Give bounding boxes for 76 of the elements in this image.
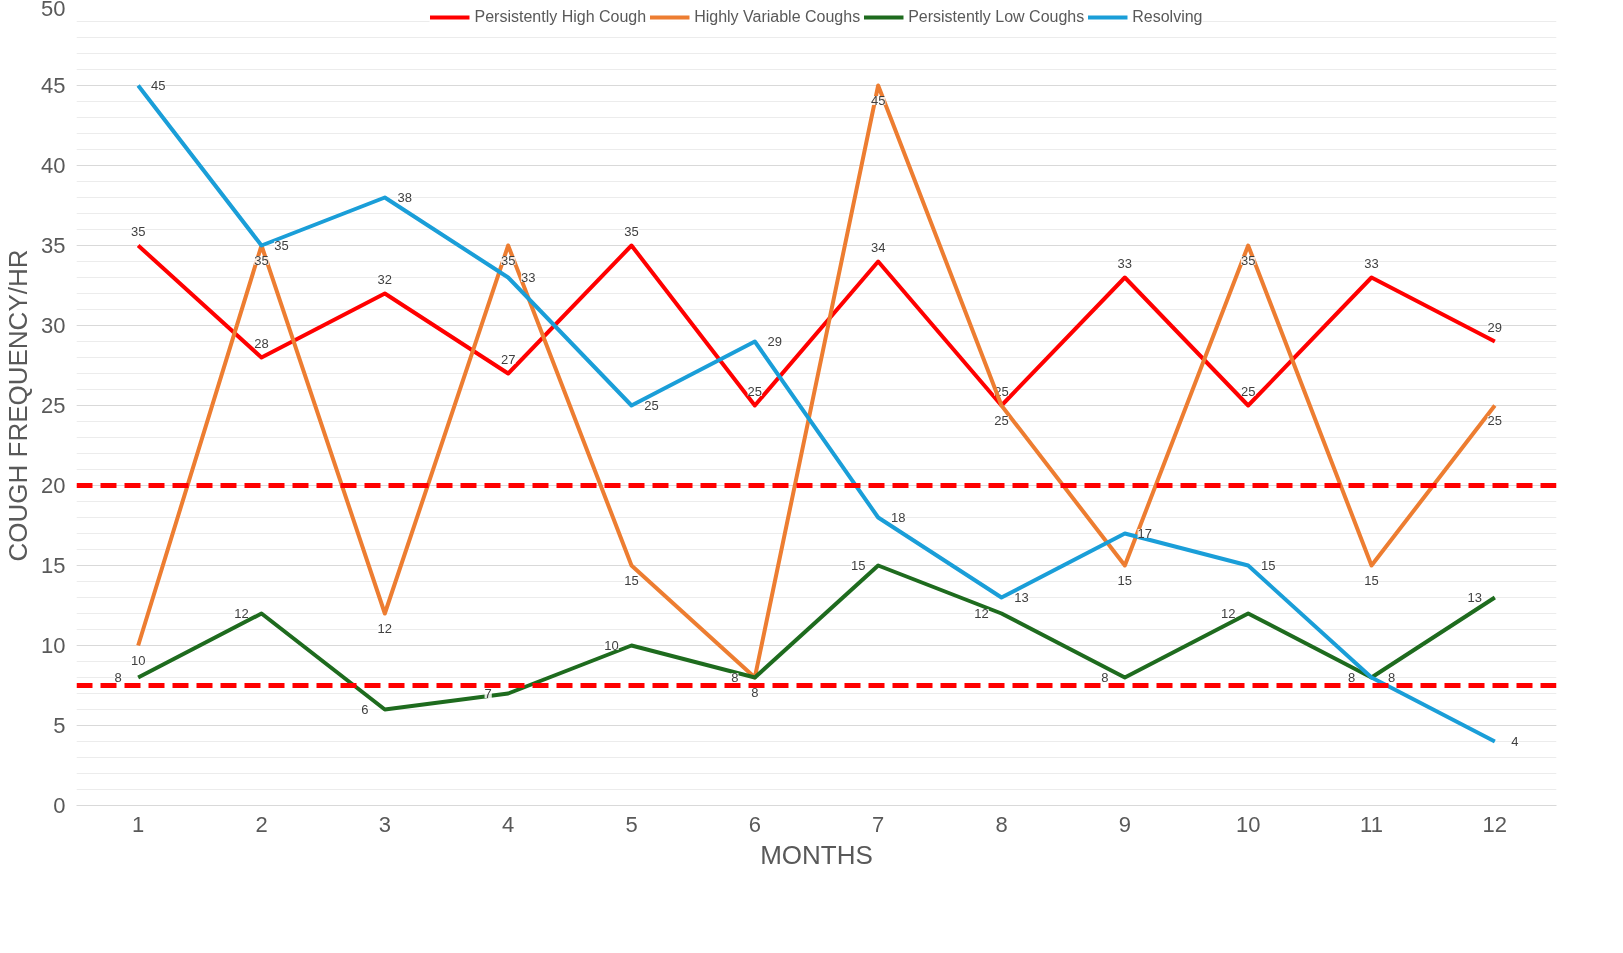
x-tick-label: 5 (625, 811, 638, 837)
y-tick-label: 30 (41, 313, 66, 338)
data-label: 27 (500, 352, 516, 367)
data-label: 18 (890, 510, 906, 525)
data-label: 10 (604, 638, 619, 653)
data-label: 8 (114, 670, 122, 685)
data-label: 4 (1511, 734, 1519, 749)
x-tick-label: 11 (1360, 811, 1383, 837)
data-label: 32 (377, 272, 393, 287)
data-label: 35 (254, 253, 269, 268)
data-label: 45 (150, 78, 166, 93)
x-tick-label: 3 (378, 811, 391, 837)
x-tick-label: 7 (872, 811, 885, 837)
data-label: 13 (1014, 590, 1029, 605)
y-tick-label: 15 (41, 553, 66, 578)
x-axis-title: MONTHS (760, 839, 873, 870)
y-tick-label: 5 (53, 713, 66, 738)
data-label: 35 (274, 238, 289, 253)
data-label: 34 (870, 240, 886, 255)
y-tick-label: 10 (41, 633, 66, 658)
x-tick-label: 10 (1235, 811, 1261, 837)
x-tick-label: 6 (748, 811, 761, 837)
y-tick-label: 20 (41, 473, 66, 498)
x-tick-label: 4 (502, 811, 515, 837)
legend-label: Highly Variable Coughs (694, 8, 861, 26)
data-label: 25 (1487, 413, 1503, 428)
data-label: 29 (1487, 320, 1503, 335)
data-label: 25 (644, 398, 659, 413)
data-label: 12 (234, 606, 249, 621)
x-tick-label: 1 (132, 811, 145, 837)
y-tick-label: 25 (41, 393, 66, 418)
data-label: 45 (870, 93, 886, 108)
data-label: 8 (751, 685, 759, 700)
data-label: 17 (1137, 526, 1153, 541)
data-label: 15 (624, 573, 639, 588)
data-label: 35 (1240, 253, 1256, 268)
y-tick-label: 45 (41, 73, 66, 98)
data-label: 12 (377, 621, 393, 636)
x-tick-label: 12 (1482, 811, 1508, 837)
data-label: 12 (1220, 606, 1236, 621)
data-label: 10 (130, 653, 146, 668)
data-label: 15 (1260, 558, 1276, 573)
legend-label: Persistently High Cough (474, 8, 647, 26)
y-axis-title: COUGH FREQUENCY/HR (3, 249, 34, 562)
data-label: 15 (1117, 573, 1133, 588)
data-label: 33 (1117, 256, 1133, 271)
data-label: 38 (397, 190, 413, 205)
data-label: 13 (1467, 590, 1483, 605)
data-label: 25 (747, 384, 763, 399)
y-tick-label: 50 (41, 0, 66, 21)
y-tick-label: 35 (41, 233, 66, 258)
data-label: 28 (254, 336, 269, 351)
x-tick-label: 8 (995, 811, 1008, 837)
data-label: 25 (994, 413, 1009, 428)
data-label: 7 (484, 686, 492, 701)
data-label: 15 (1364, 573, 1379, 588)
y-tick-label: 0 (53, 793, 66, 818)
data-label: 35 (500, 253, 516, 268)
data-label: 29 (767, 334, 783, 349)
data-label: 8 (731, 670, 739, 685)
data-label: 25 (1240, 384, 1256, 399)
data-label: 15 (850, 558, 866, 573)
data-label: 6 (361, 702, 369, 717)
x-tick-label: 2 (255, 811, 268, 837)
data-label: 33 (520, 270, 536, 285)
legend-label: Resolving (1132, 8, 1203, 26)
data-label: 8 (1347, 670, 1356, 685)
data-label: 35 (130, 224, 146, 239)
data-label: 35 (624, 224, 639, 239)
data-label: 8 (1101, 670, 1109, 685)
x-tick-label: 9 (1118, 811, 1131, 837)
data-label: 8 (1387, 670, 1396, 685)
legend-label: Persistently Low Coughs (908, 8, 1085, 26)
data-label: 33 (1364, 256, 1379, 271)
y-tick-label: 40 (41, 153, 66, 178)
data-label: 12 (974, 606, 989, 621)
